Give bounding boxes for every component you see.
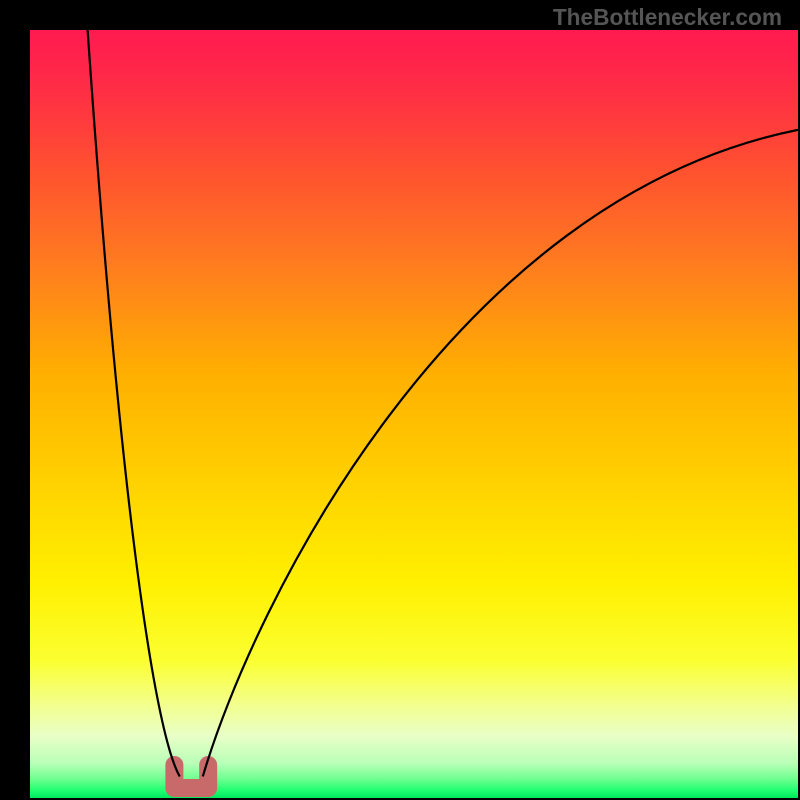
chart-container: TheBottlenecker.com bbox=[0, 0, 800, 800]
watermark-text: TheBottlenecker.com bbox=[553, 4, 782, 31]
plot-frame bbox=[0, 0, 800, 800]
plot-background-gradient bbox=[30, 30, 798, 798]
